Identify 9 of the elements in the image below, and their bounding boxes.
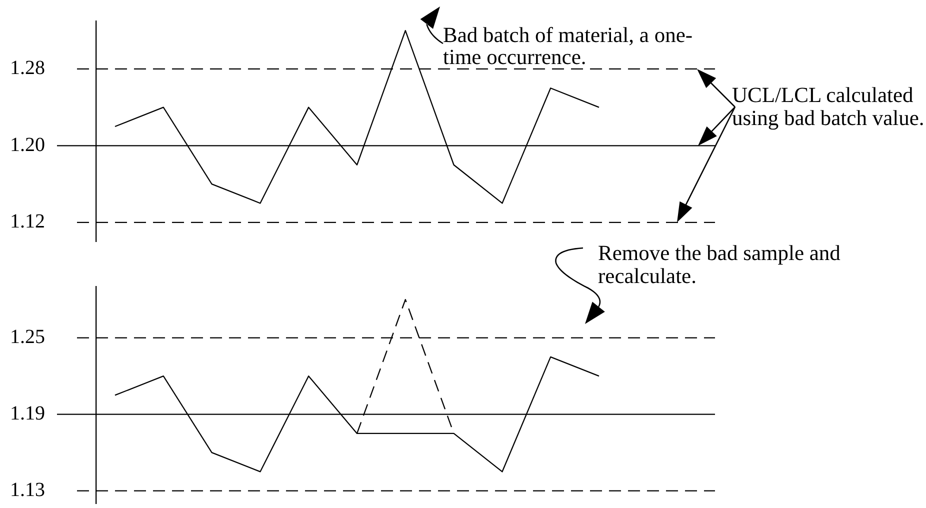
y-tick-label: 1.20 <box>10 134 45 156</box>
annotation: Bad batch of material, a one-time occurrence. <box>443 22 693 69</box>
text: UCL/LCL calculated using bad batch value. <box>732 83 924 130</box>
y-tick-label: 1.12 <box>10 210 45 233</box>
y-tick-label: 1.19 <box>10 402 45 425</box>
y-tick-label: 1.28 <box>10 57 45 80</box>
annotation: Remove the bad sample and recalculate. <box>598 241 840 288</box>
y-tick-label: 1.25 <box>10 326 45 348</box>
y-tick-label: 1.13 <box>10 479 45 502</box>
